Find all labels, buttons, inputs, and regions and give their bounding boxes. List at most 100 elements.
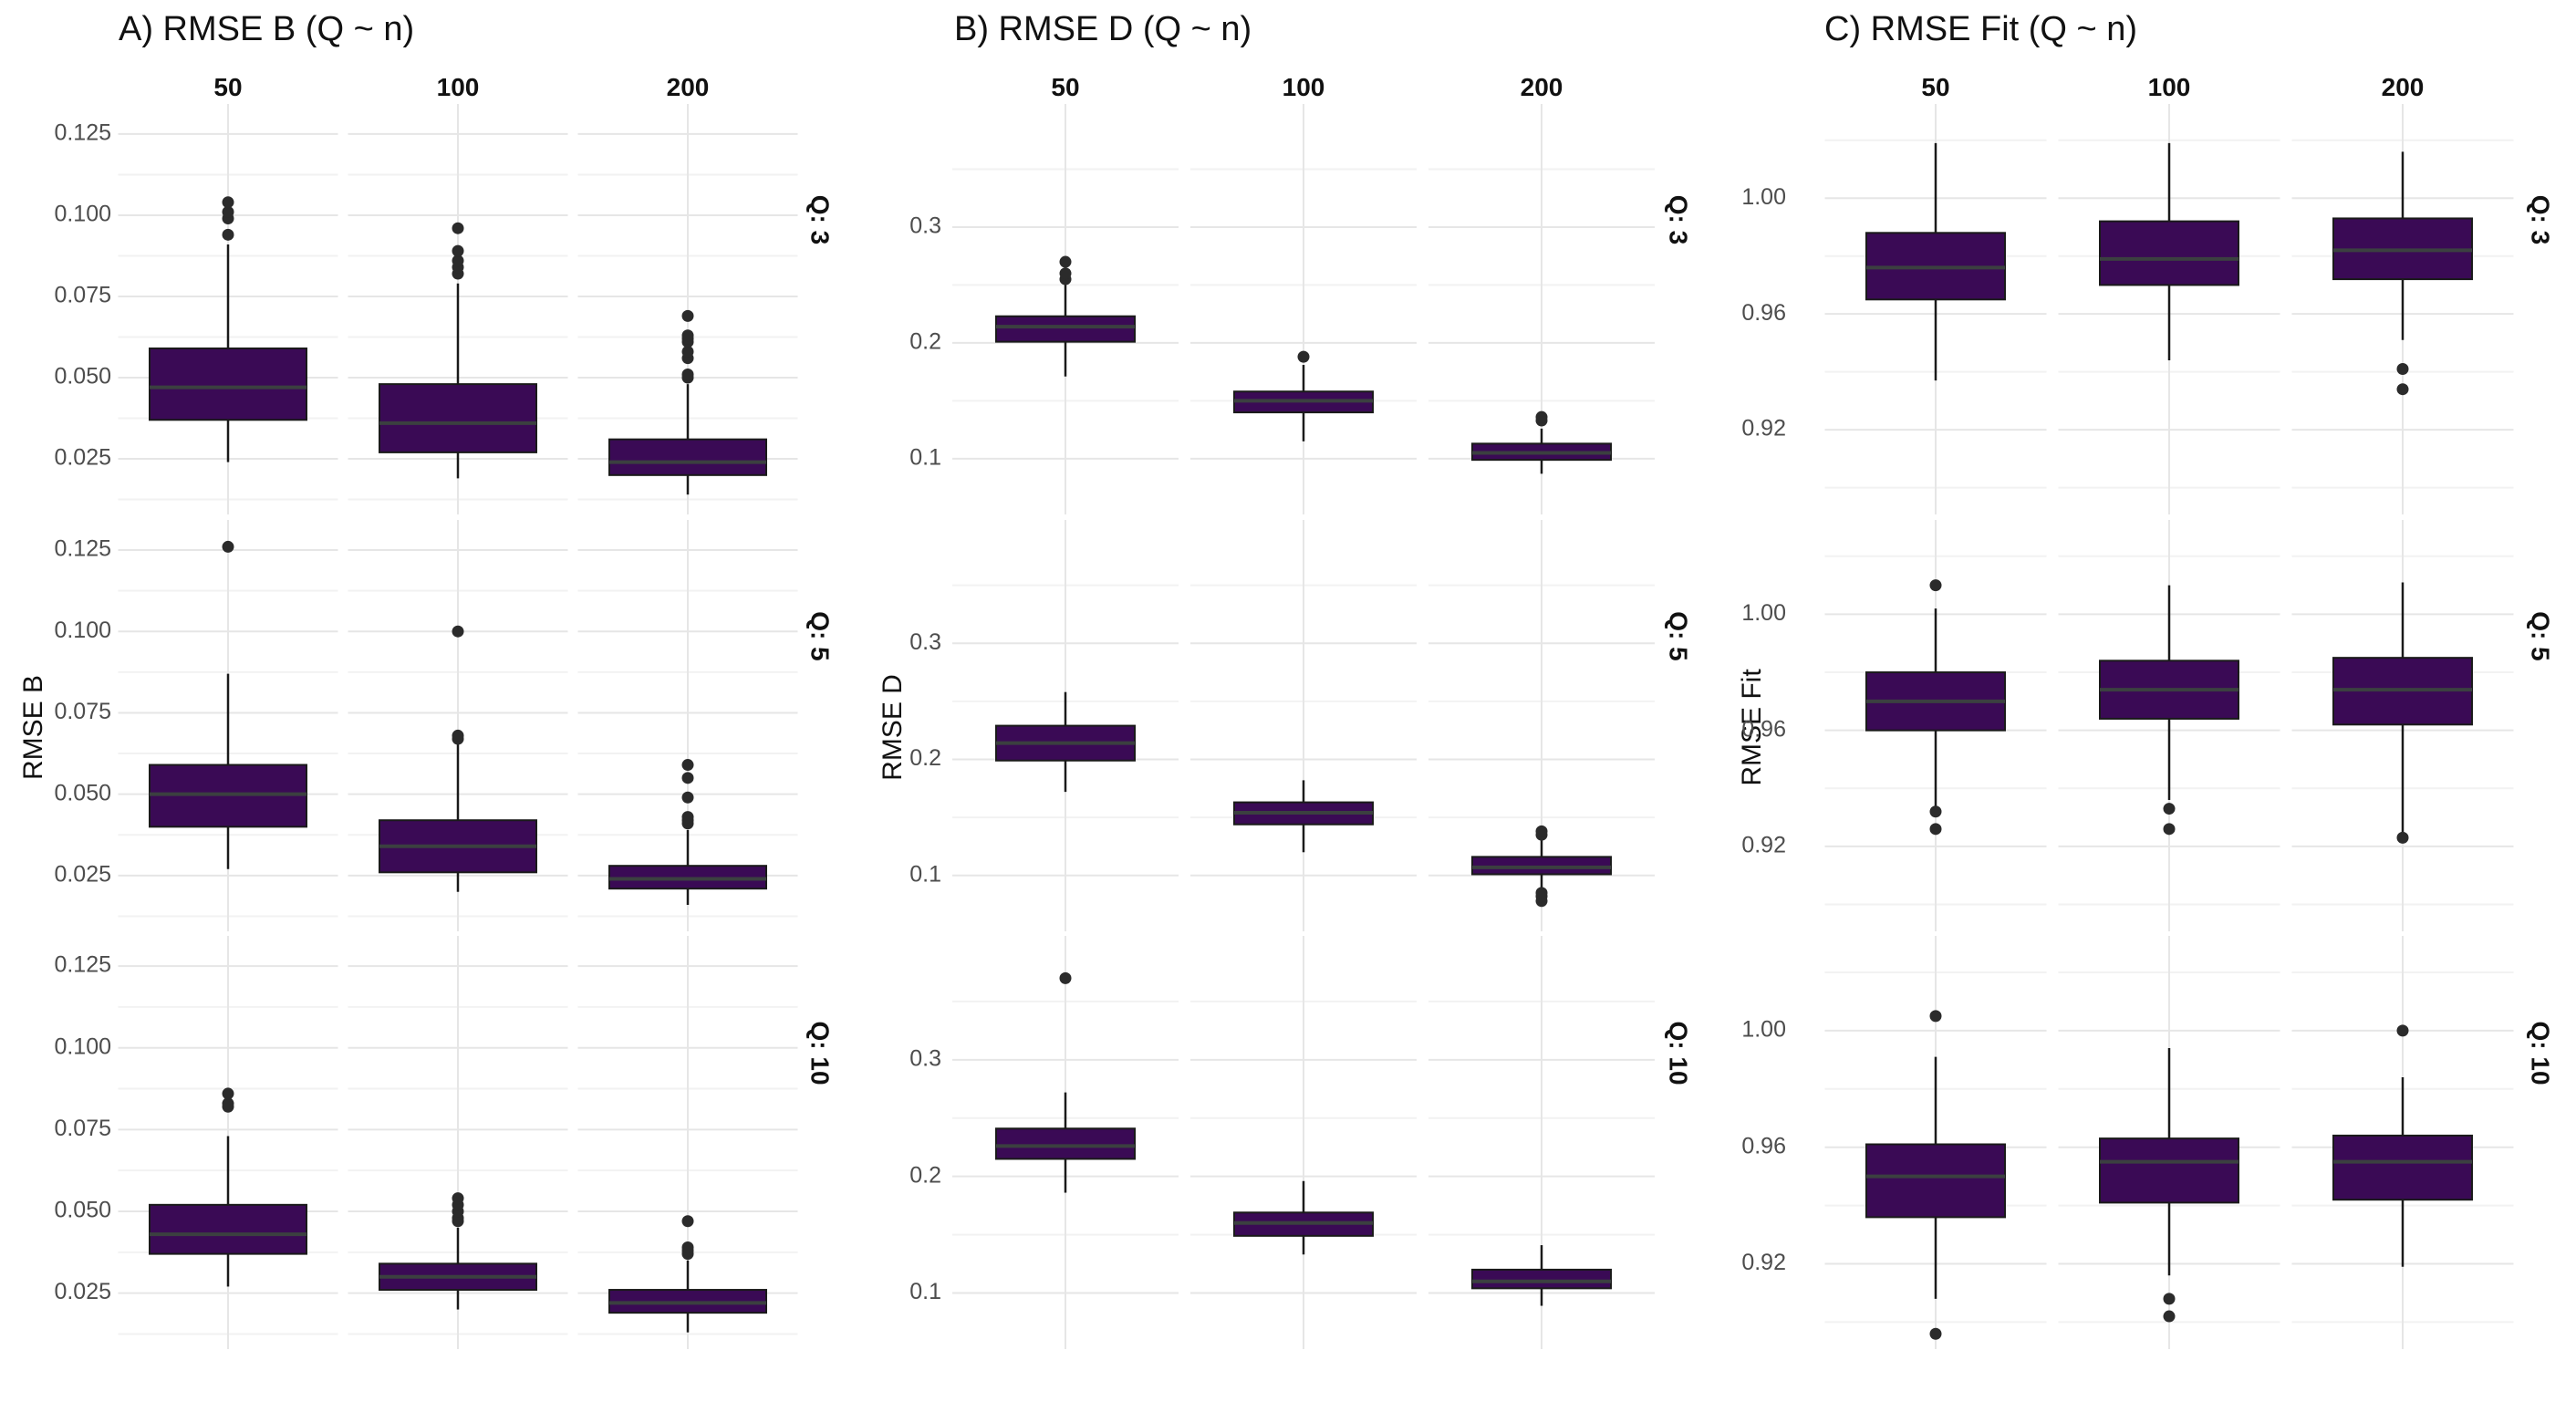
outlier-point [1535, 410, 1548, 423]
facet-row-1: Q: 3 0.1 0.2 0.3 [909, 104, 1693, 514]
outlier-point [1059, 255, 1072, 268]
row-strip-label: Q: 10 [806, 1021, 835, 1085]
outlier-point [1059, 971, 1072, 984]
facet-cell [1428, 104, 1655, 514]
facet-cell [1824, 936, 2047, 1349]
y-tick-label: 0.3 [909, 213, 941, 239]
outlier-point [222, 196, 234, 209]
column-strip-label: 200 [1521, 73, 1563, 101]
y-tick-label: 0.2 [909, 745, 941, 771]
facet-cell [1190, 104, 1417, 514]
outlier-point [1535, 825, 1548, 837]
y-tick-label: 1.00 [1741, 184, 1786, 210]
facet-cell [1824, 520, 2047, 931]
y-tick-label: 0.96 [1741, 1133, 1786, 1158]
row-strip-label: Q: 10 [1665, 1021, 1693, 1085]
y-tick-label: 0.125 [54, 120, 111, 146]
facet-row-3: Q: 10 0.1 0.2 0.3 [909, 936, 1693, 1349]
facet-row-3: Q: 10 0.025 0.050 0.075 0.100 0.125 [54, 936, 835, 1349]
outlier-point [2396, 831, 2409, 844]
iqr-box [608, 438, 767, 476]
outlier-point [1929, 823, 1942, 836]
iqr-box [379, 383, 537, 453]
row-strip-label: Q: 3 [806, 195, 835, 244]
outlier-point [1929, 1327, 1942, 1340]
outlier-point [681, 309, 694, 322]
y-axis-label: RMSE Fit [1737, 669, 1767, 786]
iqr-box [995, 315, 1136, 343]
outlier-point [452, 729, 464, 742]
outlier-point [452, 254, 464, 267]
y-tick-label: 0.025 [54, 862, 111, 888]
outlier-point [1059, 267, 1072, 280]
facet-cell [2291, 104, 2514, 514]
outlier-point [452, 222, 464, 234]
facet-cell [577, 104, 798, 514]
y-tick-label: 0.92 [1741, 833, 1786, 858]
column-strip-label: 100 [1283, 73, 1325, 101]
facet-cell [1428, 936, 1655, 1349]
column-strip-label: 50 [213, 73, 242, 101]
y-tick-label: 0.3 [909, 629, 941, 655]
outlier-point [681, 368, 694, 380]
panel-title: B) RMSE D (Q ~ n) [954, 10, 1252, 48]
row-strip-label: Q: 3 [1665, 195, 1693, 244]
y-tick-label: 0.2 [909, 1162, 941, 1188]
row-strip-label: Q: 5 [1665, 611, 1693, 660]
outlier-point [681, 791, 694, 804]
y-tick-label: 1.00 [1741, 600, 1786, 626]
outlier-point [1929, 1010, 1942, 1023]
panel-3: C) RMSE Fit (Q ~ n) RMSE Fit 50 100 200 Q: 3 0… [1737, 10, 2555, 1349]
outlier-point [2163, 803, 2176, 815]
outlier-point [452, 1192, 464, 1205]
outlier-point [681, 346, 694, 358]
outlier-point [2396, 1024, 2409, 1037]
y-axis-label: RMSE D [878, 674, 908, 781]
y-tick-label: 0.075 [54, 699, 111, 724]
y-tick-label: 0.025 [54, 445, 111, 471]
panel-2: B) RMSE D (Q ~ n) RMSE D 50 100 200 Q: 3 0.1 0.… [878, 10, 1693, 1349]
facet-cell [952, 104, 1179, 514]
facet-cell [2058, 520, 2280, 931]
outlier-point [222, 228, 234, 241]
y-tick-label: 0.050 [54, 1198, 111, 1223]
outlier-point [2163, 1310, 2176, 1323]
y-tick-label: 0.1 [909, 444, 941, 470]
outlier-point [2163, 1293, 2176, 1305]
column-strip-label: 50 [1051, 73, 1079, 101]
facet-row-1: Q: 3 0.025 0.050 0.075 0.100 0.125 [54, 104, 835, 514]
iqr-box [2332, 1134, 2473, 1201]
outlier-point [2396, 362, 2409, 375]
facet-row-2: Q: 5 0.1 0.2 0.3 [909, 520, 1693, 931]
facet-cell [2058, 104, 2280, 514]
facet-cell [118, 520, 338, 931]
y-tick-label: 0.100 [54, 1033, 111, 1059]
outlier-point [452, 625, 464, 638]
y-tick-label: 0.1 [909, 861, 941, 887]
panel-title: C) RMSE Fit (Q ~ n) [1824, 10, 2137, 48]
row-strip-label: Q: 5 [806, 611, 835, 660]
y-tick-label: 1.00 [1741, 1016, 1786, 1042]
outlier-point [681, 329, 694, 342]
facet-cell [577, 936, 798, 1349]
y-tick-label: 0.2 [909, 329, 941, 355]
outlier-point [681, 772, 694, 784]
iqr-box [149, 1203, 307, 1255]
outlier-point [1535, 887, 1548, 899]
column-strip-label: 50 [1921, 73, 1949, 101]
facet-cell [118, 104, 338, 514]
facet-cell [348, 520, 568, 931]
column-strip-label: 100 [437, 73, 480, 101]
outlier-point [1929, 805, 1942, 818]
y-tick-label: 0.96 [1741, 300, 1786, 326]
y-tick-label: 0.92 [1741, 416, 1786, 441]
facet-row-3: Q: 10 0.92 0.96 1.00 [1741, 936, 2555, 1349]
outlier-point [222, 1097, 234, 1110]
outlier-point [222, 205, 234, 218]
y-axis-label: RMSE B [18, 675, 48, 780]
row-strip-label: Q: 10 [2527, 1021, 2555, 1085]
facet-cell [118, 936, 338, 1349]
outlier-point [2396, 383, 2409, 396]
iqr-box [2099, 220, 2239, 286]
